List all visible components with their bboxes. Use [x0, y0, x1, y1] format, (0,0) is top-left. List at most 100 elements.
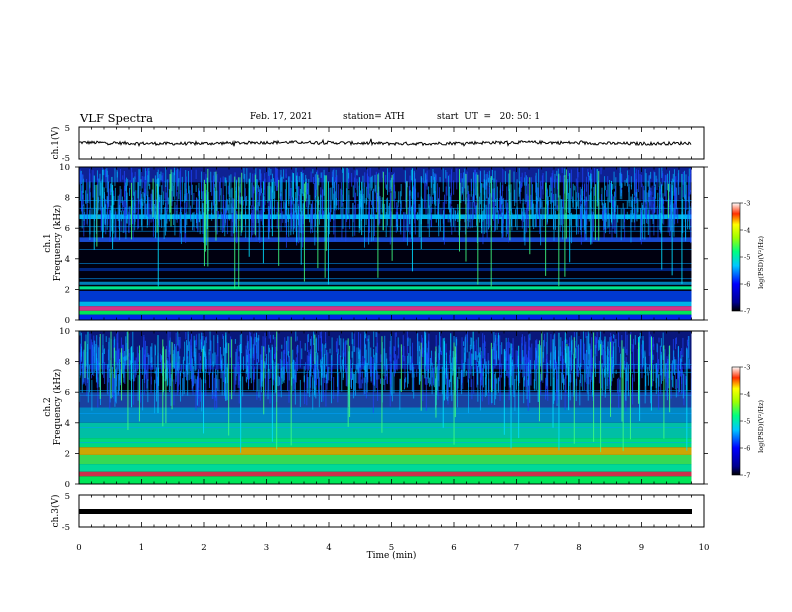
noise-speckle [664, 349, 666, 377]
noise-speckle [221, 214, 223, 234]
noise-speckle [304, 375, 306, 405]
noise-speckle [526, 365, 528, 400]
noise-speckle [671, 363, 673, 380]
noise-speckle [232, 198, 234, 209]
noise-speckle [452, 357, 454, 376]
noise-speckle [182, 378, 184, 397]
noise-speckle [447, 368, 449, 390]
noise-speckle [419, 368, 421, 382]
noise-speckle [332, 177, 334, 200]
noise-speckle [589, 175, 591, 181]
noise-speckle [652, 214, 654, 224]
noise-speckle [650, 334, 652, 350]
noise-speckle [494, 207, 496, 231]
noise-speckle [512, 338, 514, 371]
noise-speckle [567, 192, 569, 214]
y-tick-label: 10 [59, 327, 70, 337]
noise-speckle [373, 373, 375, 386]
noise-speckle [195, 334, 197, 346]
noise-speckle [677, 180, 679, 201]
noise-speckle [314, 351, 316, 379]
noise-speckle [664, 174, 666, 183]
noise-speckle [79, 331, 81, 336]
noise-speckle [159, 174, 161, 187]
noise-speckle [483, 170, 485, 195]
noise-speckle [688, 336, 690, 369]
noise-speckle [106, 364, 108, 394]
noise-speckle [267, 214, 269, 233]
noise-speckle [93, 340, 95, 373]
noise-speckle [330, 368, 332, 382]
noise-speckle [426, 170, 428, 190]
noise-speckle [122, 210, 124, 233]
noise-speckle [330, 374, 332, 404]
noise-speckle [647, 180, 649, 187]
noise-speckle [595, 337, 597, 349]
noise-speckle [469, 201, 471, 229]
noise-speckle [294, 369, 296, 389]
noise-speckle [527, 334, 529, 364]
noise-speckle [116, 332, 118, 365]
noise-speckle [610, 182, 612, 203]
noise-speckle [253, 374, 255, 383]
noise-speckle [201, 332, 203, 345]
noise-speckle [79, 364, 81, 378]
y-tick-label: 4 [65, 419, 70, 429]
noise-speckle [348, 190, 350, 214]
noise-speckle [183, 372, 185, 391]
noise-speckle [540, 198, 542, 209]
noise-speckle [371, 175, 373, 189]
noise-speckle [272, 360, 274, 380]
noise-speckle [255, 189, 257, 224]
noise-speckle [303, 180, 305, 215]
noise-speckle [662, 345, 664, 351]
noise-speckle [655, 175, 657, 183]
noise-speckle [389, 376, 391, 407]
noise-speckle [682, 199, 684, 234]
noise-speckle [179, 356, 181, 370]
noise-speckle [688, 196, 690, 215]
noise-speckle [643, 190, 645, 225]
noise-speckle [219, 181, 221, 202]
noise-speckle [371, 200, 373, 206]
noise-speckle [372, 206, 374, 241]
noise-speckle [389, 215, 391, 245]
noise-speckle [505, 212, 507, 237]
start-time-label: start UT = 20: 50: 1 [437, 112, 541, 122]
noise-speckle [685, 376, 687, 385]
noise-speckle [238, 187, 240, 202]
noise-speckle [195, 348, 197, 371]
noise-speckle [134, 369, 136, 382]
noise-speckle [318, 377, 320, 408]
noise-speckle [139, 369, 141, 403]
noise-speckle [325, 379, 327, 407]
noise-speckle [158, 194, 160, 203]
noise-speckle [113, 190, 115, 201]
noise-speckle [169, 337, 171, 355]
noise-speckle [648, 175, 650, 197]
noise-speckle [114, 168, 116, 187]
noise-speckle [652, 354, 654, 360]
noise-speckle [437, 365, 439, 391]
noise-speckle [224, 208, 226, 237]
noise-speckle [546, 214, 548, 226]
noise-speckle [515, 375, 517, 390]
noise-speckle [613, 196, 615, 208]
noise-speckle [117, 373, 119, 395]
noise-speckle [126, 177, 128, 206]
noise-speckle [449, 186, 451, 213]
noise-speckle [464, 168, 466, 189]
noise-speckle [335, 177, 337, 186]
noise-speckle [197, 215, 199, 233]
noise-speckle [270, 349, 272, 379]
noise-speckle [613, 214, 615, 234]
noise-speckle [212, 353, 214, 365]
noise-speckle [686, 339, 688, 346]
noise-speckle [296, 336, 298, 341]
noise-speckle [386, 168, 388, 195]
noise-speckle [385, 174, 387, 189]
noise-speckle [528, 200, 530, 212]
noise-speckle [466, 334, 468, 353]
noise-speckle [479, 196, 481, 223]
noise-speckle [289, 183, 291, 199]
